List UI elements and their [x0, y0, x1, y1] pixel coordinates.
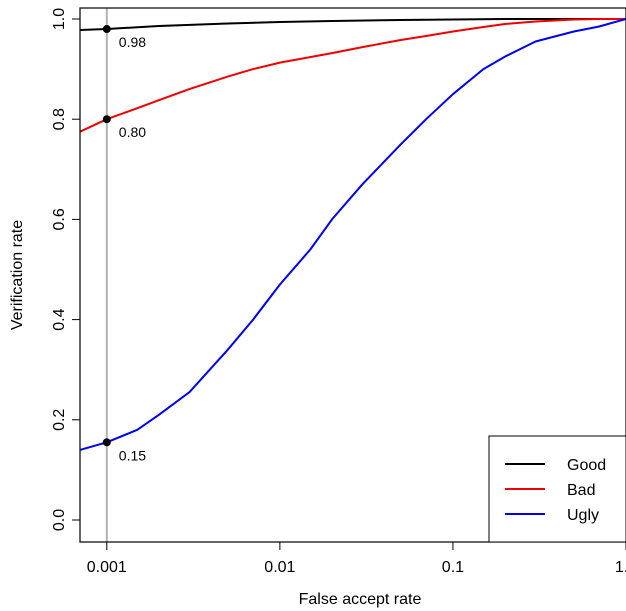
y-tick-label: 0.0 — [51, 509, 68, 531]
legend-label-bad: Bad — [567, 482, 595, 499]
series-layer — [79, 18, 626, 451]
y-tick-label: 0.2 — [51, 409, 68, 431]
y-tick-label: 0.6 — [51, 208, 68, 230]
point-layer: 0.98 0.80 0.15 — [102, 25, 146, 463]
x-tick-label: 0.01 — [264, 559, 295, 576]
x-tick-label: 1.0 — [615, 559, 626, 576]
x-axis-title: False accept rate — [299, 591, 422, 608]
marker-point — [102, 25, 111, 34]
series-line-bad — [79, 18, 626, 133]
x-tick-label: 0.001 — [87, 559, 127, 576]
x-axis: 0.001 0.01 0.1 1.0 — [87, 542, 626, 576]
x-tick-label: 0.1 — [442, 559, 464, 576]
marker-point — [102, 438, 111, 447]
series-line-ugly — [79, 18, 626, 451]
point-label: 0.15 — [119, 447, 146, 463]
legend-label-good: Good — [567, 457, 606, 474]
y-axis-title: Verification rate — [9, 220, 26, 330]
y-axis: 0.0 0.2 0.4 0.6 0.8 1.0 — [51, 8, 80, 531]
point-label: 0.98 — [119, 34, 146, 50]
plot-frame — [79, 7, 626, 543]
series-line-good — [79, 18, 626, 31]
legend-label-ugly: Ugly — [567, 507, 599, 524]
y-tick-label: 1.0 — [51, 8, 68, 30]
point-label: 0.80 — [119, 124, 146, 140]
y-tick-label: 0.4 — [51, 308, 68, 330]
marker-point — [102, 115, 111, 124]
y-tick-label: 0.8 — [51, 108, 68, 130]
legend: Good Bad Ugly — [488, 435, 626, 543]
